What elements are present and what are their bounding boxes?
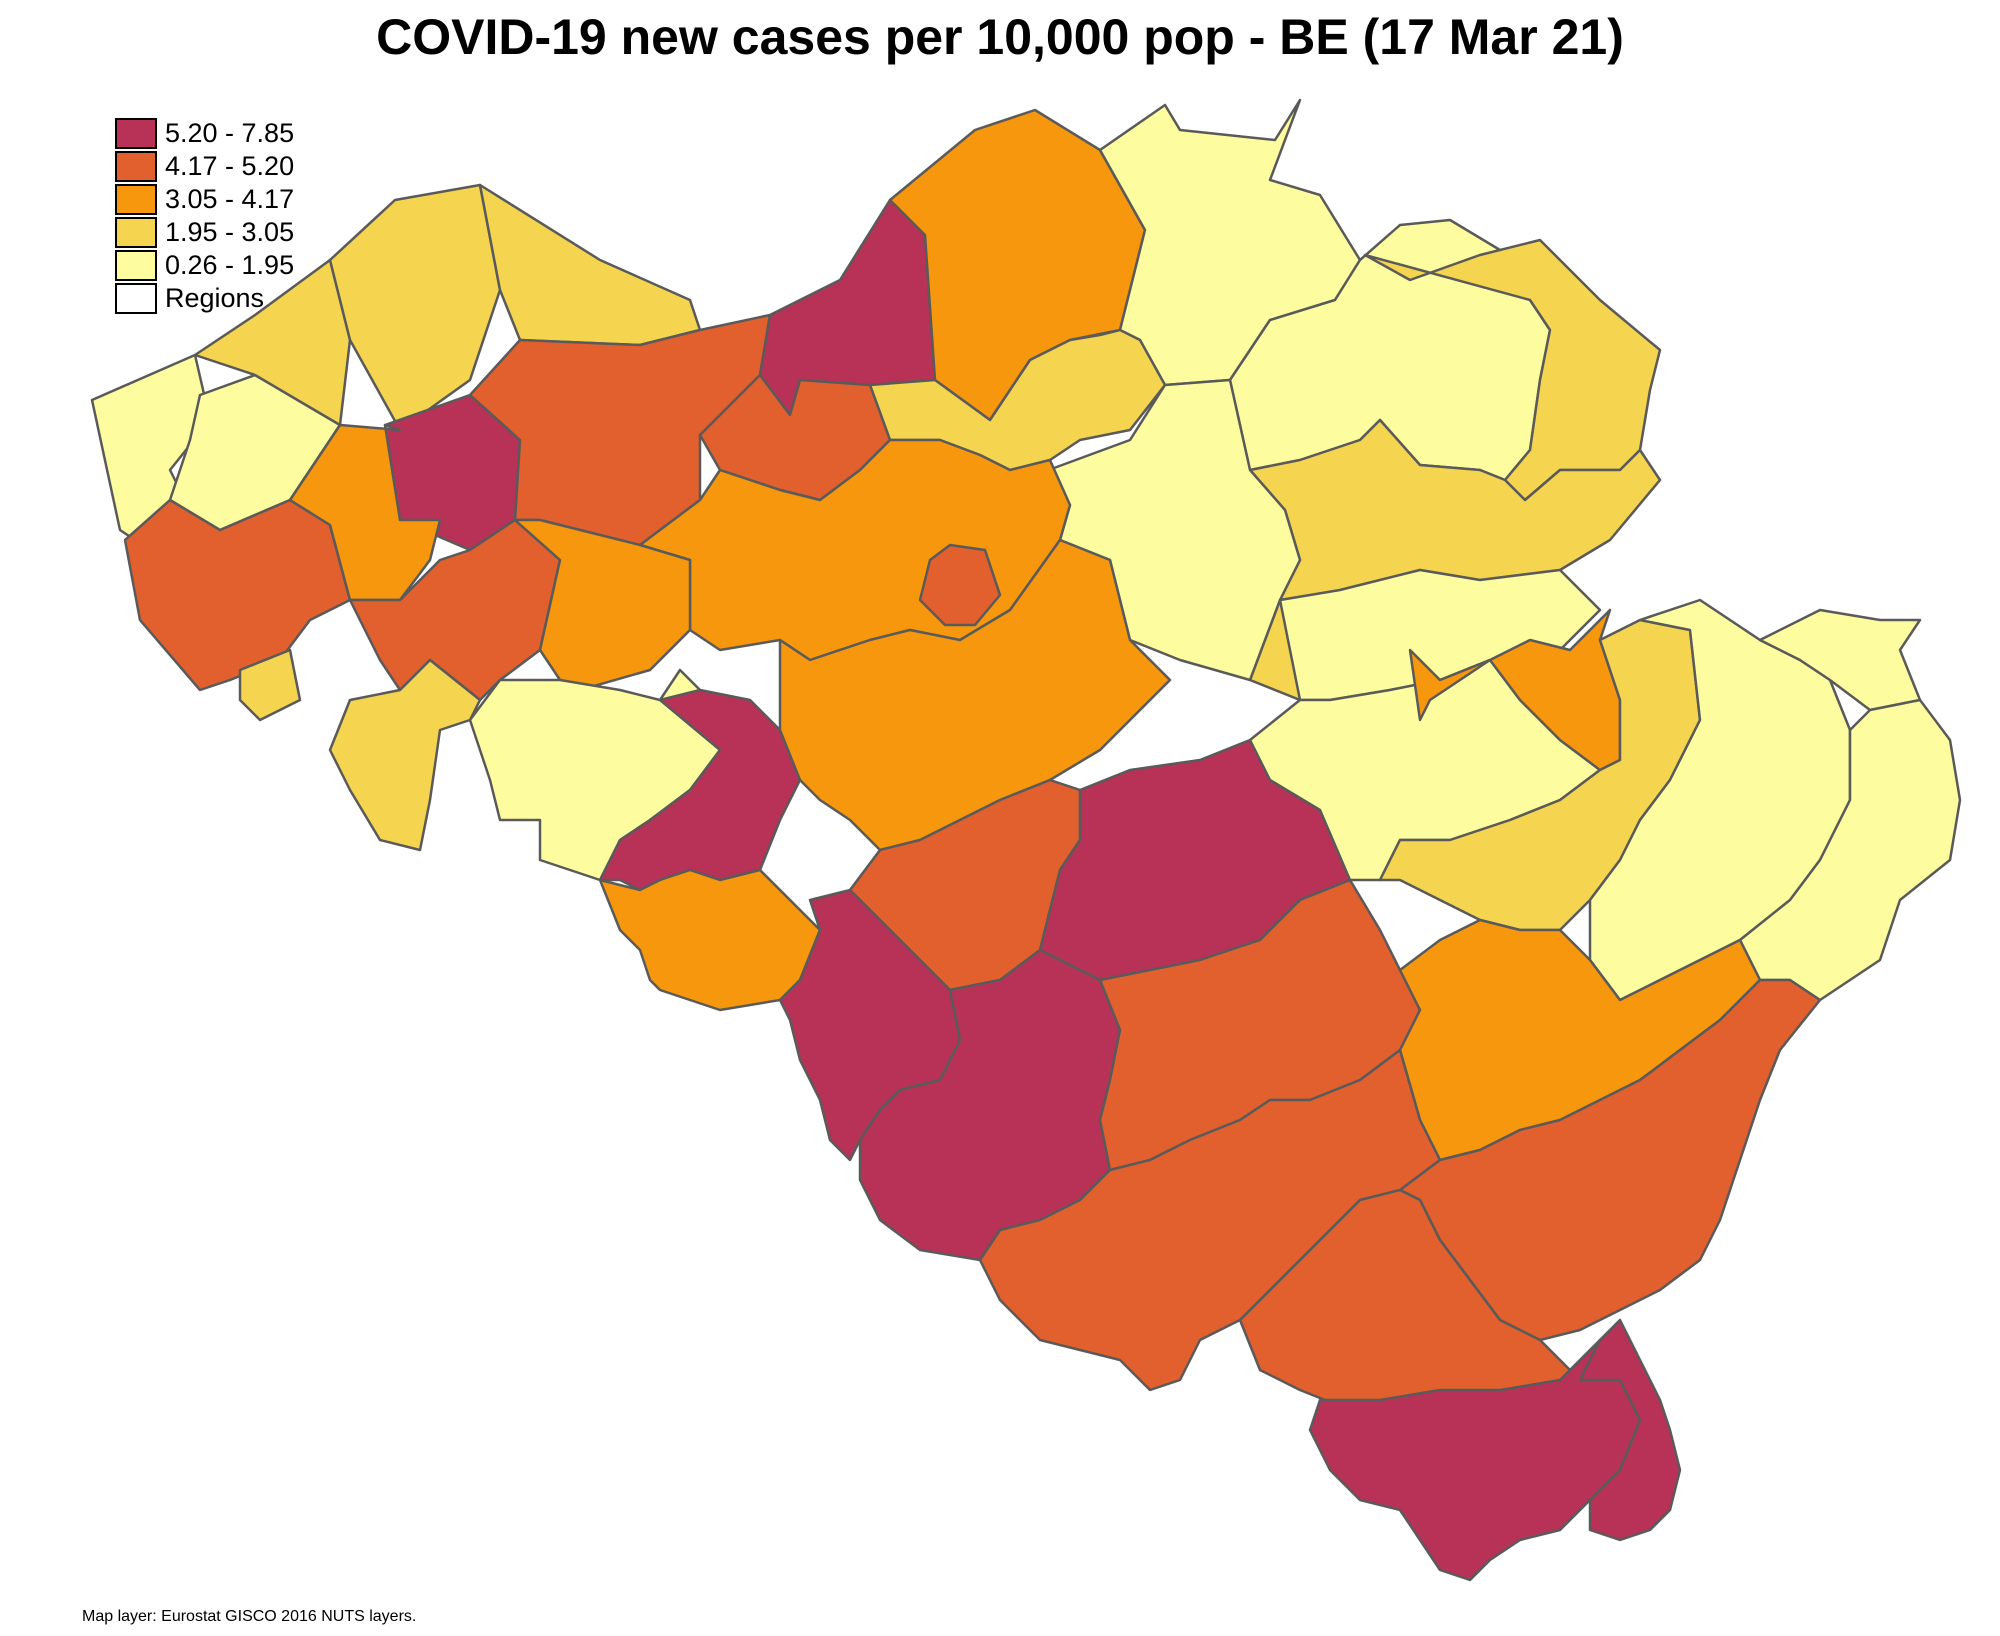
legend-item: 1.95 - 3.05 xyxy=(115,216,294,249)
region-arlon-east xyxy=(1578,1318,1682,1542)
legend-swatch xyxy=(115,118,157,149)
region-kortrijk xyxy=(123,498,352,692)
source-note: Map layer: Eurostat GISCO 2016 NUTS laye… xyxy=(82,1608,417,1625)
legend-label: 4.17 - 5.20 xyxy=(165,151,295,181)
legend-swatch xyxy=(115,250,157,281)
legend-label: 0.26 - 1.95 xyxy=(165,250,295,280)
region-bruges xyxy=(328,183,502,432)
region-tournai xyxy=(328,658,482,852)
legend-item: Regions xyxy=(115,282,294,315)
legend-label: 1.95 - 3.05 xyxy=(165,217,295,247)
legend-swatch xyxy=(115,184,157,215)
region-oudenaarde-east xyxy=(513,518,692,692)
region-mons xyxy=(598,868,822,1012)
region-mouscron xyxy=(238,648,302,722)
legend-item: 4.17 - 5.20 xyxy=(115,150,294,183)
legend-label: 5.20 - 7.85 xyxy=(165,118,295,148)
legend-item: 5.20 - 7.85 xyxy=(115,117,294,150)
legend-swatch xyxy=(115,151,157,182)
legend-swatch xyxy=(115,283,157,314)
legend: 5.20 - 7.85 4.17 - 5.20 3.05 - 4.17 1.95… xyxy=(115,117,294,315)
legend-swatch xyxy=(115,217,157,248)
region-stvith xyxy=(1738,698,1962,1002)
region-arlon xyxy=(1308,1338,1642,1582)
legend-label: Regions xyxy=(165,283,265,313)
region-eupen xyxy=(1758,608,1922,712)
map-title: COVID-19 new cases per 10,000 pop - BE (… xyxy=(376,9,1624,65)
region-eeklo xyxy=(478,183,702,347)
legend-label: 3.05 - 4.17 xyxy=(165,184,295,214)
region-nivelles xyxy=(778,538,1172,852)
legend-item: 3.05 - 4.17 xyxy=(115,183,294,216)
legend-item: 0.26 - 1.95 xyxy=(115,249,294,282)
region-brussels xyxy=(918,543,1002,627)
region-roeselare xyxy=(288,423,442,602)
